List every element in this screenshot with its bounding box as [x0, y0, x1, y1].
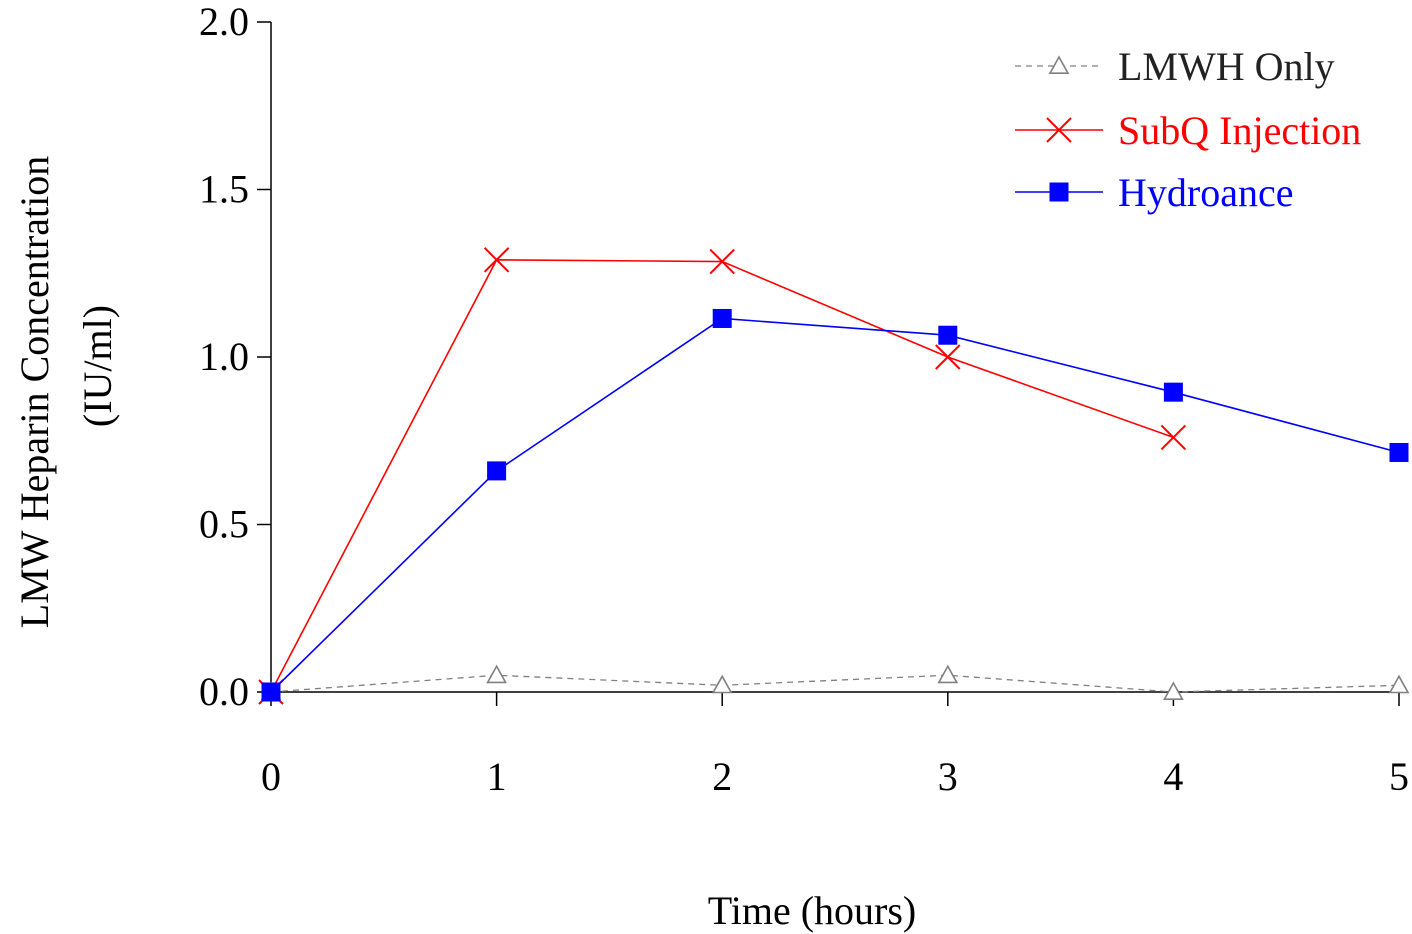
x-tick-label: 0 — [261, 754, 281, 799]
data-point-hydroance — [487, 461, 507, 481]
y-tick-label: 2.0 — [199, 0, 249, 44]
x-tick-label: 5 — [1389, 754, 1409, 799]
y-tick-label: 0.0 — [199, 669, 249, 714]
data-point-subq-injection — [483, 247, 510, 273]
legend-item-hydroance: Hydroance — [1015, 170, 1293, 215]
data-point-hydroance — [712, 308, 732, 328]
y-tick-label: 1.5 — [199, 167, 249, 212]
y-axis-title-line2: (IU/ml) — [75, 305, 120, 427]
axis-ticks: 0.0 0.5 1.0 1.5 2.0 0 1 2 3 4 5 — [199, 0, 1409, 799]
data-point-lmwh-only — [711, 674, 733, 694]
data-point-lmwh-only — [486, 664, 507, 684]
y-tick-label: 1.0 — [199, 334, 249, 379]
x-axis-title: Time (hours) — [708, 888, 917, 933]
series-layer — [258, 247, 1410, 705]
legend-label: Hydroance — [1118, 170, 1293, 215]
data-point-subq-injection — [935, 344, 961, 370]
y-axis-title-line1: LMW Heparin Concentration — [12, 156, 57, 628]
x-tick-label: 2 — [712, 754, 732, 799]
legend-item-subq-injection: SubQ Injection — [1015, 108, 1361, 153]
data-point-hydroance — [938, 325, 958, 345]
data-point-subq-injection — [709, 248, 735, 275]
data-point-hydroance — [1163, 382, 1183, 402]
data-point-subq-injection — [1160, 424, 1187, 451]
legend-marker — [1049, 182, 1069, 202]
y-tick-label: 0.5 — [199, 502, 249, 547]
x-tick-label: 4 — [1163, 754, 1183, 799]
legend-marker — [1046, 117, 1072, 143]
data-point-lmwh-only — [1388, 674, 1410, 694]
legend-item-lmwh-only: LMWH Only — [1015, 44, 1335, 89]
x-tick-label: 1 — [487, 754, 507, 799]
series-lmwh-only — [260, 664, 1410, 701]
data-point-hydroance — [1389, 442, 1409, 462]
legend: LMWH Only SubQ Injection Hydroance — [1015, 44, 1361, 215]
x-tick-label: 3 — [938, 754, 958, 799]
series-line-lmwh-only — [270, 674, 1400, 693]
data-point-lmwh-only — [937, 664, 959, 684]
data-point-hydroance — [261, 682, 281, 702]
series-hydroance — [261, 308, 1409, 702]
legend-marker — [1048, 55, 1070, 74]
legend-label: LMWH Only — [1118, 44, 1335, 89]
series-line-hydroance — [270, 317, 1400, 693]
legend-label: SubQ Injection — [1118, 108, 1361, 153]
data-point-lmwh-only — [1163, 681, 1184, 701]
